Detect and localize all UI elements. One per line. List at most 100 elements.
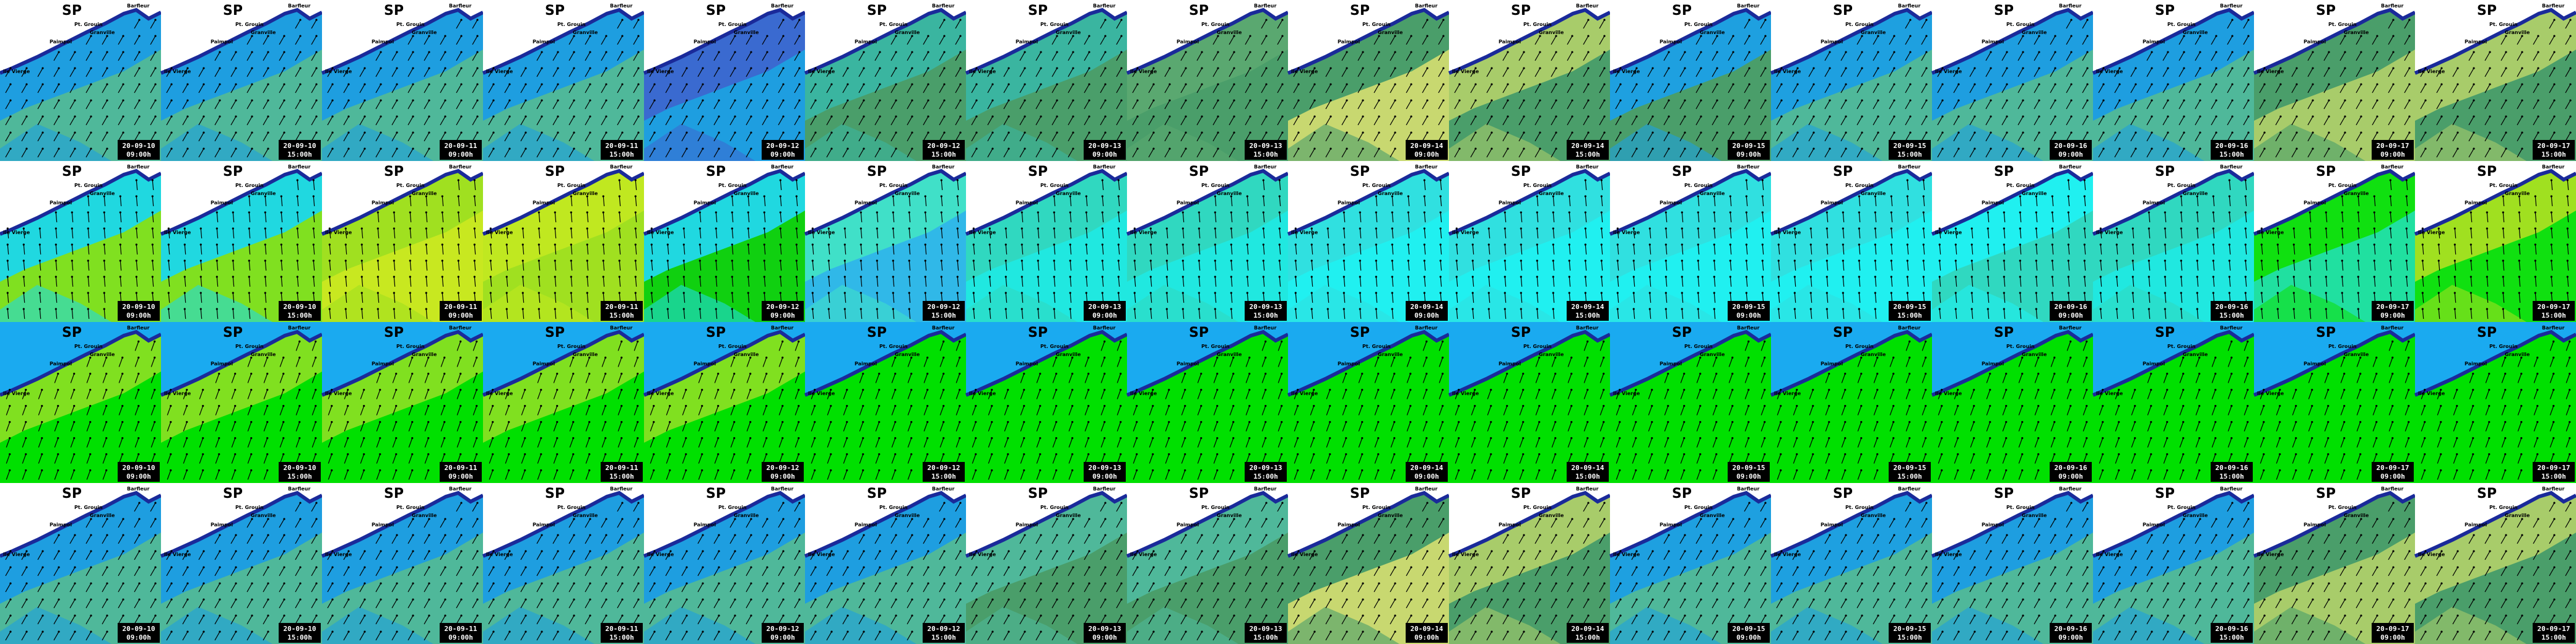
stamp-time: 09:00h	[770, 150, 795, 159]
stamp-box	[2050, 140, 2092, 160]
wind-arrow-head	[975, 115, 978, 118]
wind-arrow-head	[2151, 83, 2153, 85]
wind-arrow-head	[650, 292, 653, 294]
wind-arrow-head	[1906, 276, 1908, 278]
wind-arrow-head	[1278, 179, 1281, 181]
place-label: Pt. Grouin	[1845, 183, 1874, 188]
place-label: Granville	[1700, 191, 1725, 196]
wind-arrow-head	[1007, 115, 1010, 118]
wind-arrow-head	[441, 227, 443, 230]
wind-arrow-head	[202, 83, 205, 85]
wind-arrow-head	[1217, 131, 1219, 134]
wind-arrow-head	[2035, 211, 2037, 214]
wind-arrow-head	[1362, 83, 1364, 85]
wind-arrow	[2146, 67, 2152, 77]
wind-arrow-head	[1040, 67, 1042, 69]
wind-arrow-head	[232, 292, 234, 294]
wind-arrow-head	[2295, 131, 2298, 134]
wind-arrow	[1132, 132, 1138, 142]
wind-arrow-head	[1342, 243, 1345, 246]
wind-arrow-head	[1181, 292, 1184, 294]
wind-arrow-head	[1423, 276, 1425, 278]
stamp-date: 20-09-11	[445, 303, 477, 311]
wind-arrow-head	[1072, 99, 1074, 102]
wind-arrow-head	[1233, 147, 1235, 150]
wind-arrow	[230, 132, 237, 142]
wind-arrow-head	[718, 51, 720, 53]
wind-arrow-head	[2521, 147, 2523, 150]
place-label: Barfleur	[771, 3, 793, 9]
wind-arrow-head	[1986, 243, 1989, 246]
wind-arrow-head	[235, 99, 237, 102]
wind-arrow	[246, 116, 253, 126]
wind-arrow	[246, 35, 253, 45]
panel-title: SP	[1833, 164, 1853, 180]
wind-arrow	[391, 84, 398, 94]
wind-arrow-head	[1635, 67, 1638, 69]
wind-arrow-head	[457, 227, 459, 230]
wind-arrow	[858, 116, 864, 126]
panel-title: SP	[2155, 3, 2175, 19]
wind-arrow-head	[1700, 51, 1702, 53]
wind-arrow	[2275, 67, 2281, 77]
wind-arrow-head	[2392, 99, 2395, 102]
wind-arrow	[2484, 132, 2491, 142]
wind-arrow	[1261, 116, 1267, 126]
wind-arrow-head	[2228, 179, 2230, 181]
wind-arrow	[2356, 67, 2362, 77]
wind-arrow-head	[2392, 115, 2395, 118]
wind-arrow-head	[1346, 131, 1348, 134]
stamp-time: 09:00h	[1414, 150, 1439, 159]
wind-arrow-head	[1120, 83, 1123, 85]
wind-arrow	[1679, 84, 1686, 94]
wind-arrow	[2436, 84, 2442, 94]
place-label: Ile Vierge	[3, 69, 30, 74]
wind-arrow	[2082, 51, 2088, 61]
wind-arrow-head	[602, 243, 604, 246]
wind-arrow-head	[409, 195, 411, 198]
wind-arrow-head	[634, 211, 637, 214]
wind-arrow	[214, 132, 220, 142]
wind-arrow-head	[264, 308, 266, 310]
wind-arrow-head	[409, 259, 411, 262]
wind-arrow-head	[2357, 211, 2359, 214]
wind-arrow-head	[2424, 147, 2427, 150]
wind-arrow	[1518, 67, 1525, 77]
wind-arrow-head	[1909, 83, 1912, 85]
wind-arrow-head	[1809, 292, 1812, 294]
wind-arrow	[746, 35, 752, 45]
wind-arrow-head	[1362, 131, 1364, 134]
wind-arrow	[2114, 84, 2120, 94]
wind-arrow-head	[393, 227, 395, 230]
wind-arrow	[1422, 116, 1428, 126]
wind-arrow-head	[106, 115, 108, 118]
wind-arrow-head	[280, 259, 282, 262]
wind-arrow-head	[2569, 83, 2572, 85]
wind-arrow	[842, 84, 848, 94]
wind-arrow	[1341, 148, 1347, 158]
wind-arrow	[1422, 35, 1428, 45]
wind-arrow	[1647, 100, 1653, 110]
wind-arrow	[246, 148, 253, 158]
coastline	[0, 168, 162, 236]
wind-arrow	[214, 116, 220, 126]
wind-arrow-head	[811, 259, 814, 262]
wind-arrow	[53, 116, 59, 126]
wind-arrow-head	[360, 276, 363, 278]
wind-arrow	[102, 100, 108, 110]
wind-arrow	[520, 132, 526, 142]
wind-arrow-head	[1168, 115, 1171, 118]
wind-arrow-head	[106, 35, 108, 37]
wind-arrow-head	[2035, 292, 2037, 294]
wind-arrow	[1921, 19, 1927, 29]
wind-arrow-head	[1053, 243, 1055, 246]
wind-arrow-head	[1700, 83, 1702, 85]
wind-arrow-head	[1458, 115, 1461, 118]
stamp-box	[118, 140, 160, 160]
wind-arrow-head	[2473, 67, 2475, 69]
wind-arrow	[53, 67, 59, 77]
wind-arrow	[794, 116, 800, 126]
